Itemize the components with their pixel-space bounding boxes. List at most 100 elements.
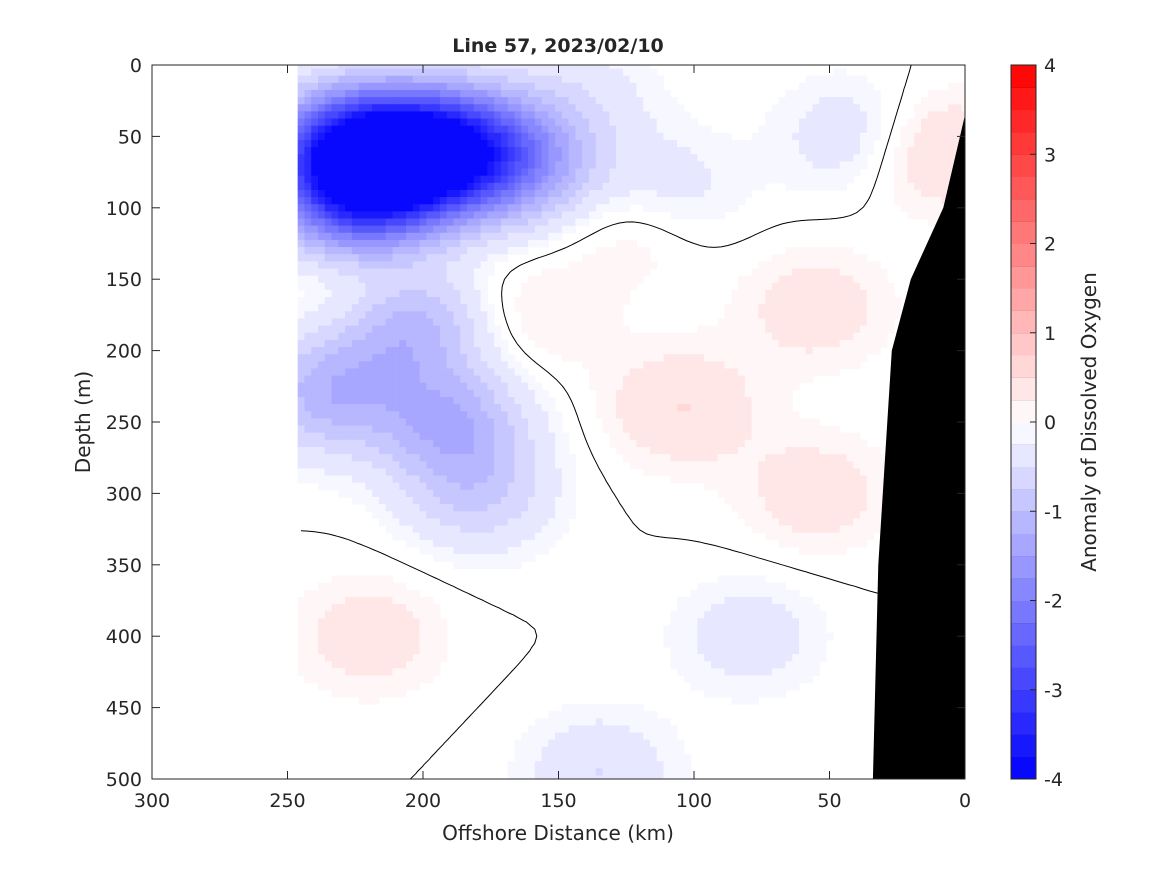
field-cell (778, 482, 787, 491)
field-cell (412, 589, 421, 598)
field-cell (663, 97, 671, 105)
field-cell (582, 97, 590, 105)
field-cell (439, 232, 448, 241)
field-cell (521, 432, 529, 441)
field-cell (446, 418, 455, 427)
field-cell (710, 347, 719, 355)
field-cell (392, 139, 400, 148)
field-cell (738, 147, 746, 155)
field-cell (954, 111, 963, 120)
field-cell (826, 368, 834, 377)
field-cell (690, 361, 698, 370)
field-cell (521, 111, 529, 120)
field-cell (453, 368, 461, 377)
field-cell (649, 347, 658, 355)
field-cell (500, 175, 509, 184)
field-cell (609, 118, 617, 127)
field-cell (920, 211, 929, 220)
field-cell (317, 604, 326, 612)
field-cell (561, 65, 570, 70)
field-cell (473, 275, 482, 284)
field-cell (439, 218, 448, 227)
field-cell (514, 218, 522, 227)
field-cell (697, 454, 705, 462)
field-cell (697, 161, 705, 170)
field-cell (311, 604, 319, 612)
field-cell (595, 204, 604, 212)
field-cell (609, 418, 617, 427)
field-cell (588, 297, 597, 305)
field-cell (372, 75, 380, 84)
field-cell (500, 504, 509, 512)
field-cell (670, 439, 678, 448)
field-cell (643, 125, 651, 134)
field-cell (304, 232, 312, 241)
field-cell (771, 118, 780, 127)
field-cell (819, 175, 827, 184)
field-cell (392, 68, 400, 77)
field-cell (541, 82, 549, 91)
field-cell (338, 354, 346, 362)
field-cell (812, 332, 820, 341)
field-cell (717, 132, 726, 141)
field-cell (331, 318, 339, 327)
field-cell (588, 168, 597, 177)
field-cell (771, 168, 780, 177)
field-cell (616, 325, 624, 334)
field-cell (785, 397, 793, 405)
field-cell (392, 446, 400, 455)
field-cell (568, 468, 577, 477)
field-cell (555, 204, 563, 212)
field-cell (758, 482, 766, 491)
field-cell (568, 318, 577, 327)
field-cell (514, 104, 522, 113)
field-cell (697, 397, 705, 405)
field-cell (514, 175, 522, 184)
field-cell (839, 332, 848, 341)
field-cell (555, 97, 563, 105)
field-cell (378, 389, 387, 398)
field-cell (541, 118, 549, 127)
field-cell (629, 368, 638, 377)
field-cell (541, 239, 549, 248)
field-cell (399, 418, 407, 427)
field-cell (785, 468, 793, 477)
field-cell (799, 311, 807, 320)
field-cell (439, 339, 448, 348)
field-cell (880, 461, 888, 470)
field-cell (467, 89, 475, 98)
field-cell (805, 439, 814, 448)
field-cell (582, 361, 590, 370)
field-cell (297, 604, 306, 612)
field-cell (487, 204, 495, 212)
field-cell (588, 268, 597, 277)
field-cell (412, 539, 421, 548)
field-cell (433, 554, 441, 562)
field-cell (331, 454, 339, 462)
field-cell (548, 425, 556, 434)
field-cell (541, 182, 549, 191)
field-cell (873, 475, 881, 484)
field-cell (480, 204, 488, 212)
field-cell (521, 468, 529, 477)
field-cell (819, 168, 827, 177)
field-cell (487, 239, 495, 248)
field-cell (629, 382, 638, 391)
field-cell (331, 97, 339, 105)
field-cell (372, 325, 380, 334)
field-cell (636, 411, 644, 420)
field-cell (853, 154, 861, 162)
field-cell (500, 225, 509, 234)
field-cell (649, 118, 658, 127)
field-cell (521, 304, 529, 312)
field-cell (473, 111, 482, 120)
field-cell (832, 275, 841, 284)
field-cell (575, 218, 583, 227)
field-cell (941, 89, 949, 98)
field-cell (406, 439, 414, 448)
field-cell (812, 496, 820, 505)
field-cell (507, 132, 516, 141)
field-cell (480, 361, 488, 370)
field-cell (799, 97, 807, 105)
field-cell (751, 518, 759, 527)
